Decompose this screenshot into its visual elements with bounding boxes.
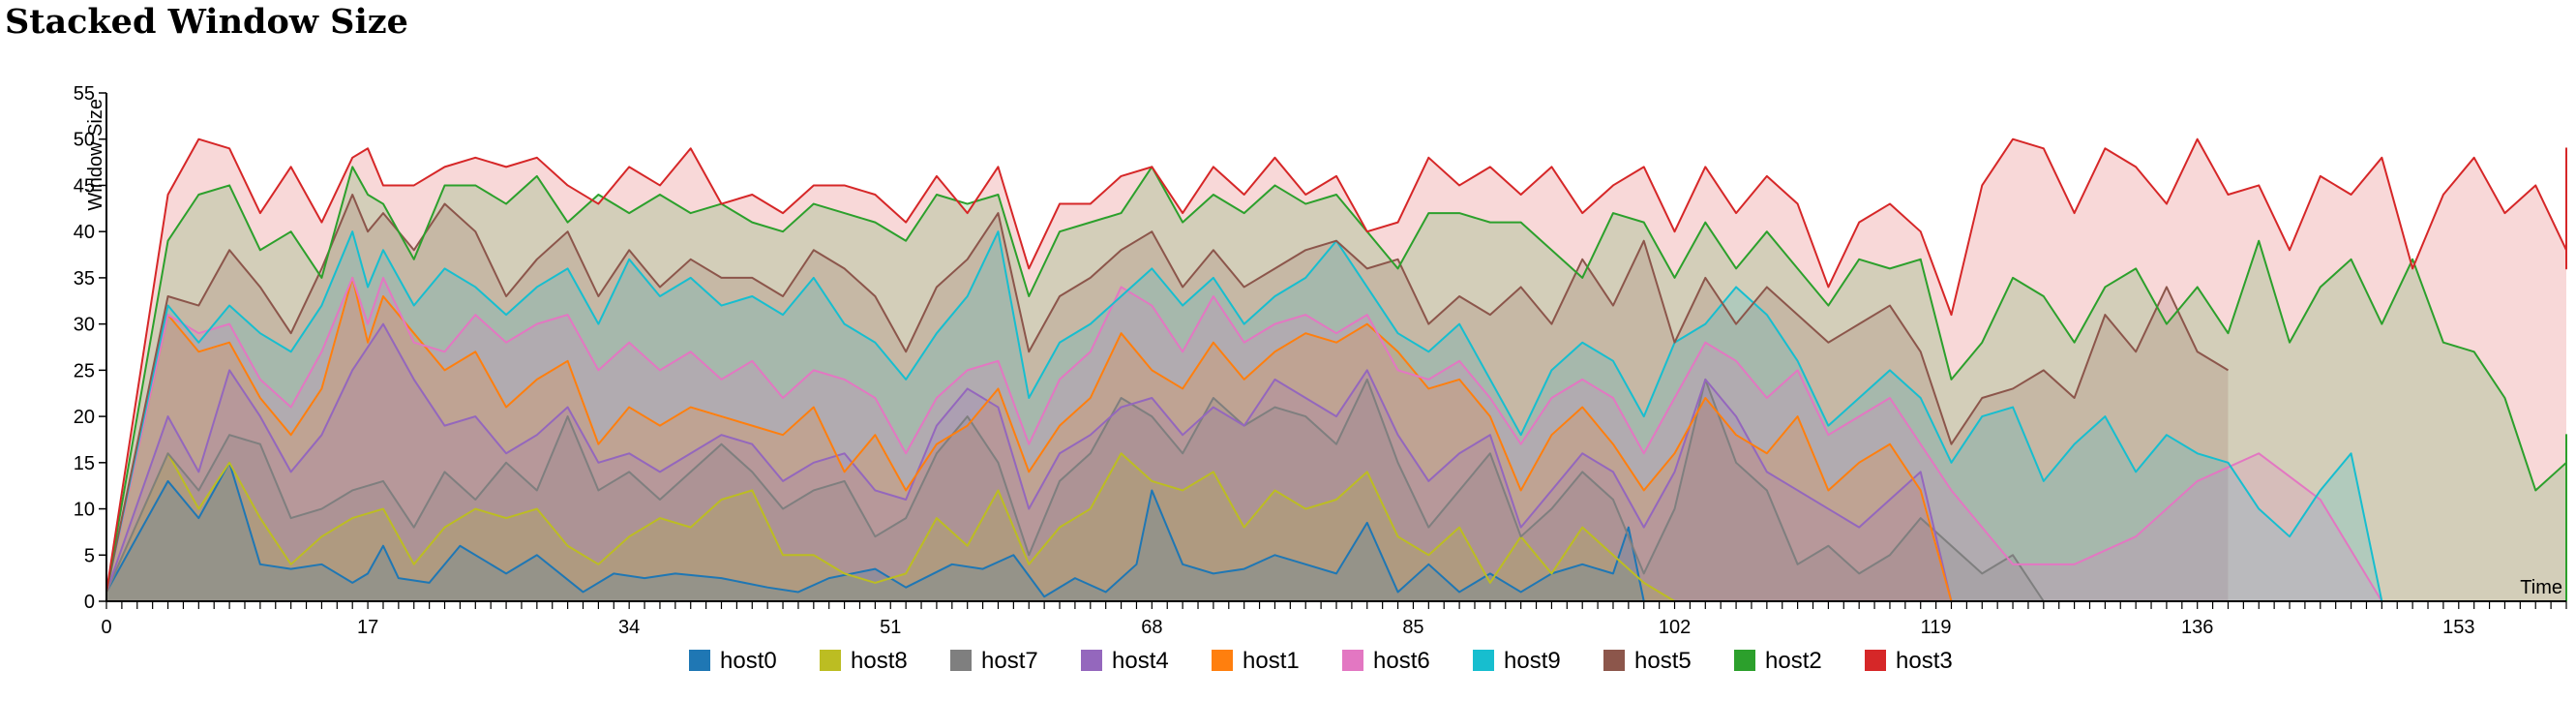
x-tick-label: 153 <box>2442 617 2474 638</box>
area-host8 <box>106 453 1675 601</box>
legend-swatch <box>689 650 710 671</box>
area-host1 <box>106 277 1952 601</box>
y-tick-label: 10 <box>74 500 95 521</box>
area-host5 <box>106 195 2229 601</box>
line-host3 <box>105 137 2567 593</box>
y-tick-label: 30 <box>74 315 95 336</box>
x-tick-label: 136 <box>2181 617 2213 638</box>
y-tick-label: 25 <box>74 360 95 381</box>
legend-label: host0 <box>720 648 777 674</box>
legend-swatch <box>1734 650 1755 671</box>
legend-swatch <box>1212 650 1233 671</box>
x-axis-ticks: 0 17 34 51 68 85 102 119 136 153 <box>101 601 2567 638</box>
x-tick-label: 119 <box>1921 617 1952 638</box>
legend-item-host8: host8 <box>820 648 908 674</box>
legend-label: host7 <box>981 648 1038 674</box>
line-host1 <box>105 276 1953 602</box>
legend-item-host0: host0 <box>689 648 777 674</box>
y-axis-title: Window Size <box>85 99 106 211</box>
y-tick-label: 0 <box>84 592 95 613</box>
legend-label: host1 <box>1243 648 1300 674</box>
line-host5 <box>105 194 2229 593</box>
line-host7 <box>105 378 2045 602</box>
y-tick-label: 15 <box>74 453 95 474</box>
line-host2 <box>105 166 2567 601</box>
legend-item-host4: host4 <box>1081 648 1169 674</box>
legend-label: host9 <box>1504 648 1561 674</box>
legend-item-host2: host2 <box>1734 648 1822 674</box>
legend-swatch <box>1473 650 1494 671</box>
area-host4 <box>106 323 1952 601</box>
legend-label: host4 <box>1112 648 1169 674</box>
y-tick-label: 40 <box>74 222 95 243</box>
area-layer <box>106 138 2566 601</box>
legend-item-host6: host6 <box>1342 648 1430 674</box>
x-tick-label: 17 <box>357 617 378 638</box>
line-host4 <box>105 322 1953 602</box>
legend-item-host7: host7 <box>950 648 1038 674</box>
x-tick-label: 34 <box>618 617 640 638</box>
legend: host0 host8 host7 host4 host1 host6 host9 host5… <box>689 648 1953 674</box>
legend-label: host6 <box>1373 648 1430 674</box>
line-host8 <box>105 452 1676 602</box>
area-host2 <box>106 167 2566 601</box>
legend-label: host2 <box>1765 648 1822 674</box>
legend-swatch <box>1081 650 1102 671</box>
chart-title: Stacked Window Size <box>5 2 408 42</box>
y-tick-label: 50 <box>74 130 95 151</box>
legend-swatch <box>1865 650 1886 671</box>
y-axis-ticks: 0 5 10 15 20 25 30 35 40 45 50 55 <box>74 83 106 613</box>
y-tick-label: 5 <box>84 545 95 566</box>
legend-item-host3: host3 <box>1865 648 1953 674</box>
line-layer <box>105 137 2567 602</box>
x-tick-label: 0 <box>101 617 111 638</box>
area-host3 <box>106 138 2566 601</box>
line-host0 <box>105 461 1645 602</box>
line-host9 <box>105 230 2383 602</box>
x-tick-label: 85 <box>1402 617 1423 638</box>
legend-item-host5: host5 <box>1603 648 1692 674</box>
x-tick-label: 51 <box>880 617 901 638</box>
x-tick-label: 102 <box>1659 617 1691 638</box>
area-host6 <box>106 277 2382 601</box>
legend-label: host8 <box>851 648 908 674</box>
legend-swatch <box>820 650 841 671</box>
area-host9 <box>106 231 2382 601</box>
x-axis-title: Time <box>2520 577 2562 598</box>
area-host0 <box>106 462 1644 601</box>
legend-swatch <box>1603 650 1625 671</box>
y-tick-label: 45 <box>74 175 95 197</box>
axes: 0 5 10 15 20 25 30 35 40 45 50 55 0 17 34 51 68 85 102 119… <box>74 83 2567 638</box>
area-host7 <box>106 379 2044 601</box>
y-tick-label: 20 <box>74 407 95 428</box>
x-tick-label: 68 <box>1141 617 1162 638</box>
legend-swatch <box>950 650 972 671</box>
legend-label: host5 <box>1634 648 1692 674</box>
legend-label: host3 <box>1896 648 1953 674</box>
legend-item-host9: host9 <box>1473 648 1561 674</box>
y-tick-label: 35 <box>74 268 95 290</box>
legend-item-host1: host1 <box>1212 648 1300 674</box>
legend-swatch <box>1342 650 1363 671</box>
y-tick-label: 55 <box>74 83 95 105</box>
line-host6 <box>105 276 2383 602</box>
